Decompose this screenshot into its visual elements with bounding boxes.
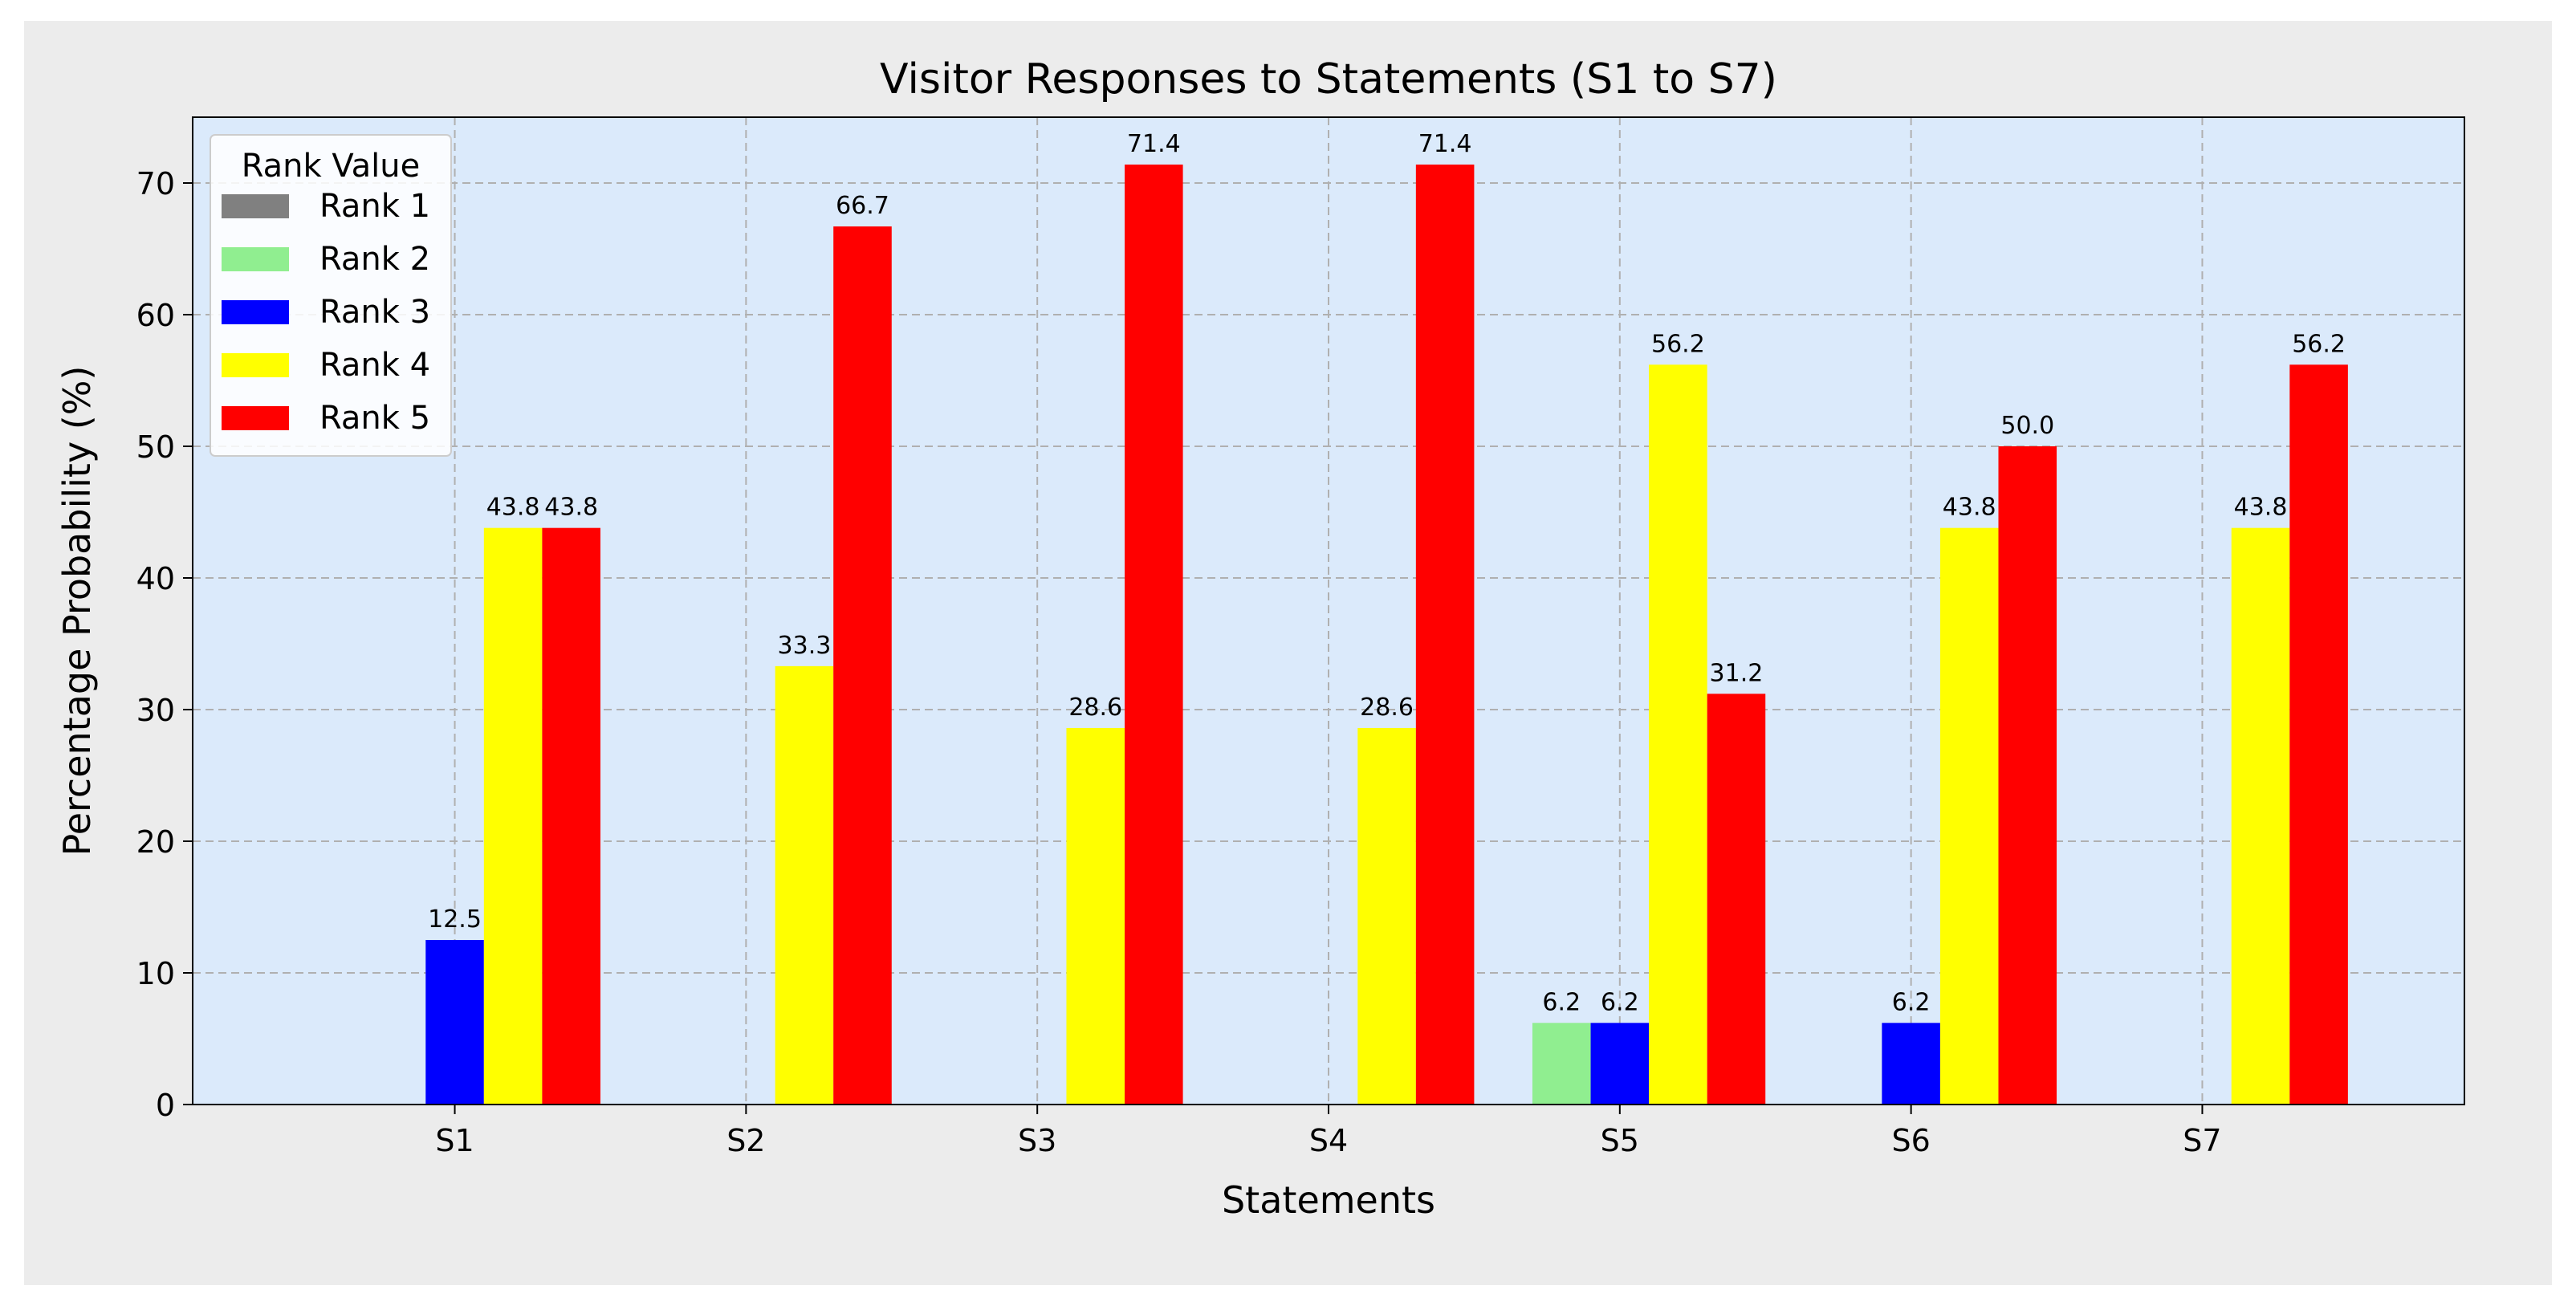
- bar-value-label: 6.2: [1892, 988, 1931, 1016]
- bar-value-label: 43.8: [486, 494, 540, 522]
- bar: [1707, 694, 1766, 1105]
- x-tick-label: S6: [1891, 1123, 1930, 1158]
- x-tick-label: S3: [1018, 1123, 1056, 1158]
- bar: [833, 226, 892, 1105]
- bar: [1415, 165, 1475, 1105]
- chart-title: Visitor Responses to Statements (S1 to S…: [880, 55, 1777, 104]
- legend-item-label: Rank 3: [319, 294, 430, 331]
- y-tick-label: 10: [136, 956, 175, 991]
- y-tick-label: 70: [136, 166, 175, 201]
- legend-item-label: Rank 5: [319, 400, 430, 437]
- x-tick-label: S2: [726, 1123, 765, 1158]
- bar-value-label: 71.4: [1127, 130, 1181, 158]
- legend-swatch: [222, 194, 289, 218]
- bar: [1532, 1023, 1591, 1105]
- bar: [483, 527, 543, 1105]
- bar: [1590, 1023, 1650, 1105]
- bar-value-label: 6.2: [1542, 988, 1581, 1016]
- bar-value-label: 43.8: [544, 494, 598, 522]
- bar: [425, 940, 484, 1105]
- x-tick-label: S4: [1309, 1123, 1348, 1158]
- bar-value-label: 28.6: [1068, 694, 1122, 722]
- bar-value-label: 71.4: [1418, 130, 1472, 158]
- legend: Rank Value Rank 1 Rank 2 Rank 3 Rank 4 Rank …: [210, 134, 452, 457]
- y-tick-label: 40: [136, 561, 175, 596]
- legend-item-label: Rank 2: [319, 241, 430, 278]
- legend-title: Rank Value: [242, 148, 421, 185]
- x-tick-label: S7: [2183, 1123, 2221, 1158]
- bar: [2231, 527, 2290, 1105]
- bar-value-label: 33.3: [778, 632, 832, 660]
- x-axis-label: Statements: [1222, 1178, 1435, 1222]
- bar-value-label: 6.2: [1601, 988, 1639, 1016]
- x-tick-label: S5: [1601, 1123, 1639, 1158]
- y-tick-label: 60: [136, 298, 175, 333]
- bar-value-label: 31.2: [1710, 659, 1764, 687]
- legend-swatch: [222, 247, 289, 271]
- bar: [1125, 165, 1183, 1105]
- bar-value-label: 43.8: [1943, 494, 1996, 522]
- bar-value-label: 50.0: [2000, 412, 2054, 440]
- bar-value-label: 56.2: [1651, 330, 1705, 358]
- legend-item-label: Rank 1: [319, 188, 430, 225]
- y-tick-label: 30: [136, 693, 175, 728]
- bar: [2289, 364, 2348, 1105]
- x-axis: S1 S2 S3 S4 S5 S6 S7: [435, 1105, 2222, 1158]
- bars: [425, 165, 2348, 1105]
- bar-value-label: 28.6: [1360, 694, 1414, 722]
- bar: [1357, 727, 1416, 1105]
- bar: [1066, 727, 1125, 1105]
- y-tick-label: 0: [156, 1088, 175, 1123]
- chart-figure: 6.2 12.5 6.2 6.2 43.8 33.3 28.6 28.6 56.2 43.8 43.…: [24, 21, 2552, 1285]
- bar: [1998, 446, 2057, 1105]
- bar-value-label: 12.5: [428, 905, 482, 934]
- bar-value-label: 43.8: [2234, 494, 2288, 522]
- bar: [1649, 364, 1707, 1105]
- data-labels: 6.212.56.2 6.243.833.328.6 28.656.243.8 43.…: [428, 130, 2346, 1016]
- x-tick-label: S1: [435, 1123, 474, 1158]
- bar: [775, 665, 834, 1105]
- legend-swatch: [222, 353, 289, 377]
- legend-item-label: Rank 4: [319, 347, 430, 384]
- y-tick-label: 50: [136, 429, 175, 465]
- y-axis: 0 10 20 30 40 50 60 70: [136, 166, 193, 1123]
- y-tick-label: 20: [136, 824, 175, 860]
- bar-value-label: 56.2: [2292, 330, 2346, 358]
- y-axis-label: Percentage Probability (%): [55, 366, 99, 856]
- bar-chart: 6.212.56.2 6.243.833.328.6 28.656.243.8 43.…: [55, 55, 2465, 1222]
- legend-swatch: [222, 300, 289, 324]
- bar: [542, 527, 600, 1105]
- legend-swatch: [222, 406, 289, 430]
- bar: [1882, 1023, 1940, 1105]
- bar-value-label: 66.7: [836, 192, 889, 220]
- bar: [1939, 527, 1999, 1105]
